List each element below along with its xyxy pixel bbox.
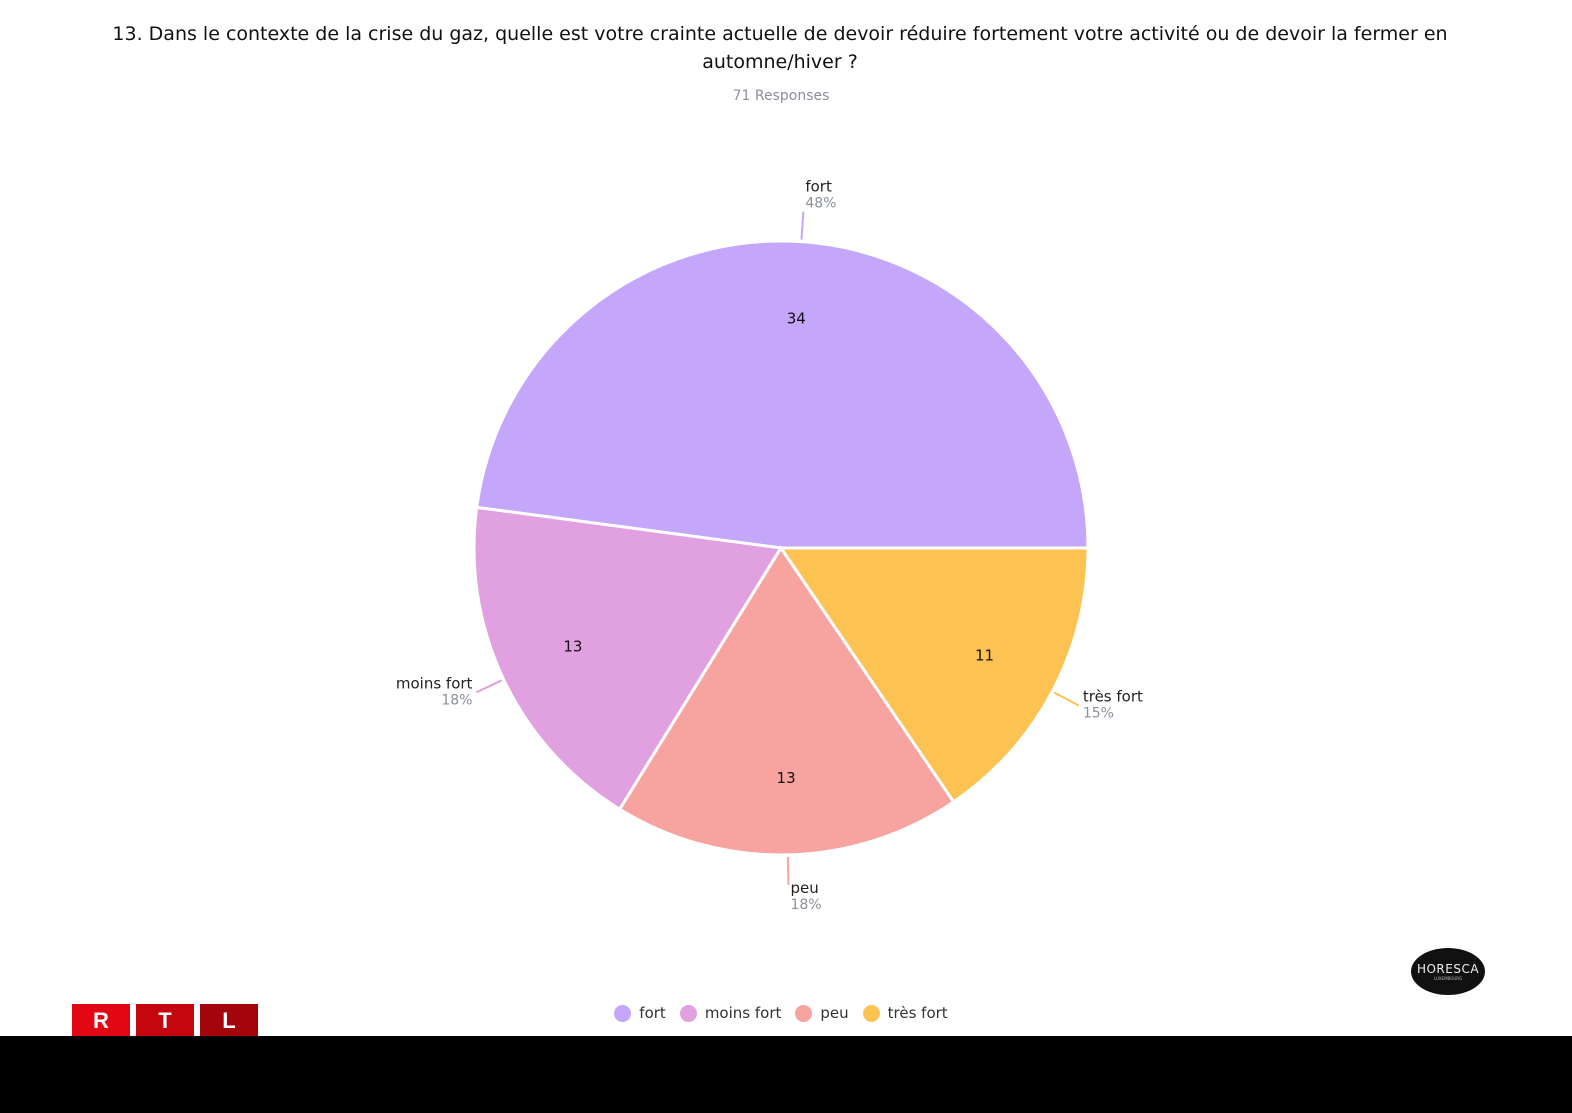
slice-percent-moins-fort: 18% <box>441 692 472 708</box>
bottom-black-bar <box>0 1036 1572 1113</box>
leader-line-peu <box>786 856 790 885</box>
chart-title: 13. Dans le contexte de la crise du gaz,… <box>112 23 1448 73</box>
legend-label-peu: peu <box>820 1004 849 1022</box>
legend-swatch-fort <box>614 1004 632 1022</box>
slice-value-fort: 34 <box>787 309 806 327</box>
legend-swatch-peu <box>795 1004 813 1022</box>
legend-swatch-moins-fort <box>679 1004 697 1022</box>
slice-label-très-fort: très fort <box>1083 688 1143 706</box>
leader-line-moins-fort <box>476 679 503 694</box>
slice-percent-très-fort: 15% <box>1083 706 1114 722</box>
pie-slice-fort <box>475 239 1090 550</box>
rtl-logo: R T L <box>72 1004 258 1038</box>
slice-label-peu: peu <box>790 879 818 897</box>
slice-value-très-fort: 11 <box>975 647 994 665</box>
leader-line-très-fort <box>1053 691 1080 707</box>
slice-label-fort: fort <box>805 178 832 196</box>
slice-value-moins-fort: 13 <box>563 638 582 656</box>
legend: fort moins fort peu très fort <box>0 1004 1562 1022</box>
rtl-logo-t: T <box>136 1004 194 1038</box>
legend-item-moins-fort[interactable]: moins fort <box>679 1004 782 1022</box>
response-count: 71 Responses <box>732 88 830 104</box>
horesca-logo-text: HORESCA <box>1416 962 1480 976</box>
legend-label-moins-fort: moins fort <box>704 1004 782 1022</box>
slice-percent-fort: 48% <box>805 196 836 212</box>
legend-label-fort: fort <box>639 1004 666 1022</box>
legend-item-très-fort[interactable]: très fort <box>862 1004 948 1022</box>
pie-slice-peu <box>617 545 956 857</box>
horesca-logo-subtext: LUXEMBOURG <box>1433 976 1463 981</box>
pie-slice-moins-fort <box>472 505 784 812</box>
rtl-logo-l: L <box>200 1004 258 1038</box>
slice-label-moins-fort: moins fort <box>396 674 473 692</box>
legend-swatch-très-fort <box>862 1004 880 1022</box>
slice-percent-peu: 18% <box>790 897 821 913</box>
horesca-logo: HORESCA LUXEMBOURG <box>1411 948 1485 995</box>
slice-value-peu: 13 <box>777 769 796 787</box>
legend-item-peu[interactable]: peu <box>795 1004 849 1022</box>
legend-label-très-fort: très fort <box>887 1004 948 1022</box>
legend-item-fort[interactable]: fort <box>614 1004 666 1022</box>
rtl-logo-r: R <box>72 1004 130 1038</box>
leader-line-fort <box>800 211 805 240</box>
pie-slice-très-fort <box>778 546 1090 804</box>
